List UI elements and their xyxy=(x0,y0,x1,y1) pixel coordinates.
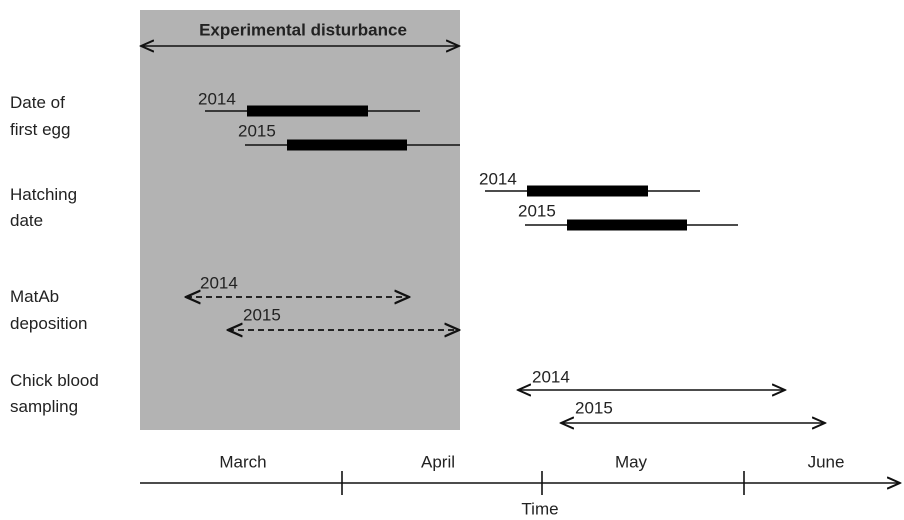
year-label: 2014 xyxy=(479,169,517,188)
month-label: June xyxy=(808,452,845,471)
year-label: 2015 xyxy=(238,121,276,140)
row-label: Chick blood sampling xyxy=(10,371,99,416)
period-label: Experimental disturbance xyxy=(199,20,407,39)
year-label: 2015 xyxy=(243,305,281,324)
row-label: MatAb deposition xyxy=(10,287,88,333)
axis-label: Time xyxy=(521,499,558,518)
row-label: Hatching date xyxy=(10,185,77,230)
month-label: May xyxy=(615,452,648,471)
month-label: March xyxy=(219,452,266,471)
year-label: 2014 xyxy=(198,89,236,108)
disturbance-period xyxy=(140,10,460,430)
month-label: April xyxy=(421,452,455,471)
row-label: Date of first egg xyxy=(10,93,70,139)
year-label: 2014 xyxy=(200,273,238,292)
year-label: 2015 xyxy=(575,398,613,417)
year-label: 2015 xyxy=(518,201,556,220)
year-label: 2014 xyxy=(532,367,570,386)
